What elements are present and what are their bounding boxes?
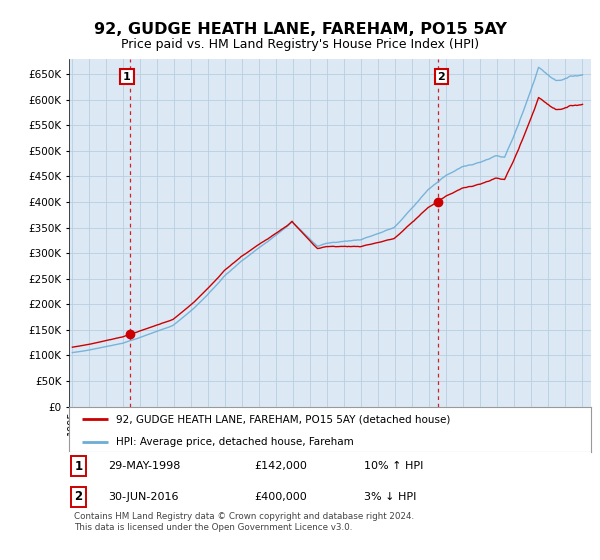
Text: 30-JUN-2016: 30-JUN-2016 bbox=[108, 492, 179, 502]
Text: £142,000: £142,000 bbox=[254, 461, 307, 471]
Text: 1: 1 bbox=[74, 460, 82, 473]
Text: Price paid vs. HM Land Registry's House Price Index (HPI): Price paid vs. HM Land Registry's House … bbox=[121, 38, 479, 50]
Text: 2: 2 bbox=[437, 72, 445, 82]
Text: 29-MAY-1998: 29-MAY-1998 bbox=[108, 461, 181, 471]
Text: 3% ↓ HPI: 3% ↓ HPI bbox=[364, 492, 416, 502]
Text: 1: 1 bbox=[123, 72, 131, 82]
Text: 92, GUDGE HEATH LANE, FAREHAM, PO15 5AY (detached house): 92, GUDGE HEATH LANE, FAREHAM, PO15 5AY … bbox=[116, 414, 451, 424]
Text: Contains HM Land Registry data © Crown copyright and database right 2024.
This d: Contains HM Land Registry data © Crown c… bbox=[74, 512, 415, 532]
Text: 10% ↑ HPI: 10% ↑ HPI bbox=[364, 461, 424, 471]
Text: HPI: Average price, detached house, Fareham: HPI: Average price, detached house, Fare… bbox=[116, 437, 354, 447]
Text: £400,000: £400,000 bbox=[254, 492, 307, 502]
Text: 2: 2 bbox=[74, 491, 82, 503]
Text: 92, GUDGE HEATH LANE, FAREHAM, PO15 5AY: 92, GUDGE HEATH LANE, FAREHAM, PO15 5AY bbox=[94, 22, 506, 38]
